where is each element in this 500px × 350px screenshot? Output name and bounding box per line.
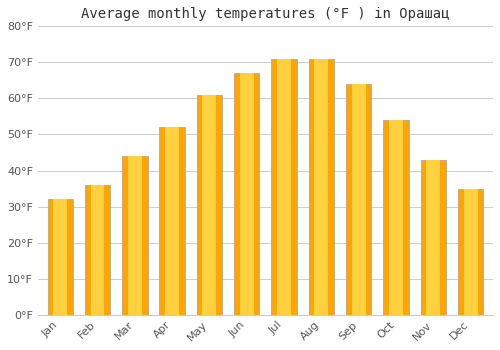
Bar — [197, 95, 222, 315]
Bar — [277, 59, 291, 315]
Bar — [160, 127, 185, 315]
Bar — [122, 156, 148, 315]
Bar — [85, 185, 110, 315]
Bar — [314, 59, 328, 315]
Bar — [458, 189, 483, 315]
Bar — [128, 156, 142, 315]
Bar — [53, 199, 67, 315]
Bar — [48, 199, 73, 315]
Bar — [346, 84, 372, 315]
Bar — [165, 127, 179, 315]
Bar — [308, 59, 334, 315]
Bar — [240, 73, 254, 315]
Bar — [420, 160, 446, 315]
Bar — [202, 95, 216, 315]
Bar — [272, 59, 297, 315]
Bar — [464, 189, 477, 315]
Bar — [352, 84, 366, 315]
Bar — [90, 185, 104, 315]
Title: Average monthly temperatures (°F ) in Орашац: Average monthly temperatures (°F ) in Ор… — [81, 7, 450, 21]
Bar — [389, 120, 403, 315]
Bar — [384, 120, 408, 315]
Bar — [426, 160, 440, 315]
Bar — [234, 73, 260, 315]
